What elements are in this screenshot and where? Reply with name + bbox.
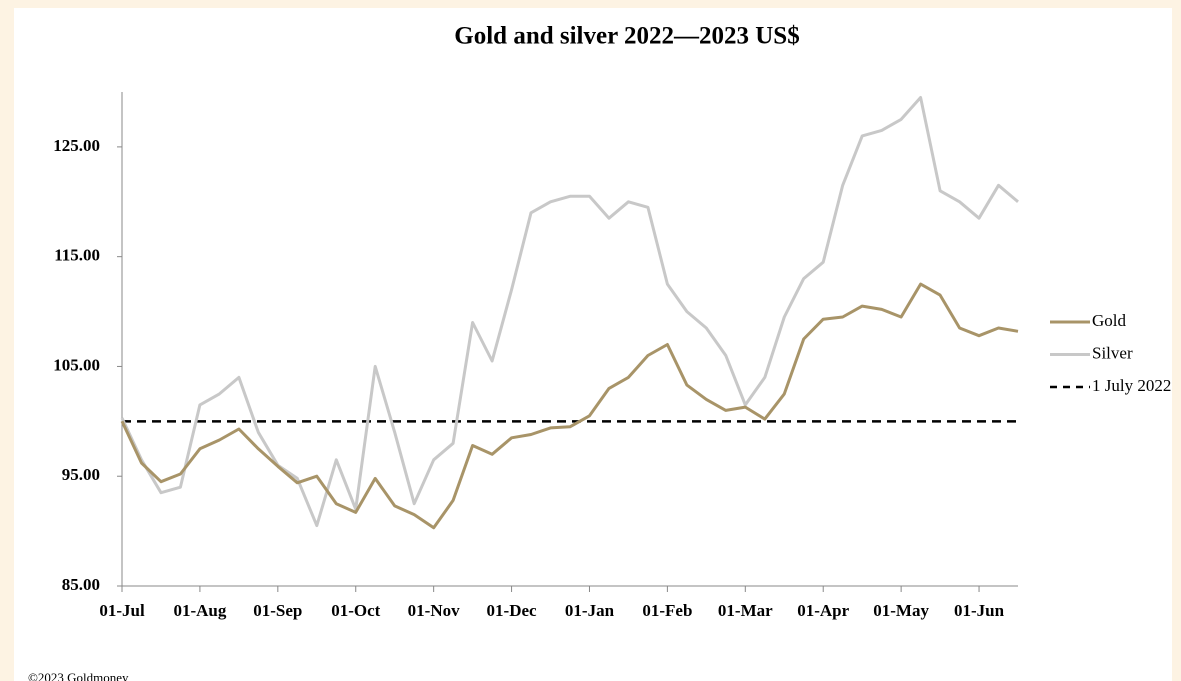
legend-label: Silver xyxy=(1092,343,1133,362)
legend-label: 1 July 2022 xyxy=(1092,376,1171,395)
x-tick-label: 01-Sep xyxy=(253,601,302,620)
chart-title: Gold and silver 2022—2023 US$ xyxy=(454,23,799,50)
x-tick-label: 01-Jun xyxy=(954,601,1005,620)
x-tick-label: 01-May xyxy=(873,601,929,620)
footer: ©2023 Goldmoney xyxy=(28,670,129,681)
series-line xyxy=(120,282,1019,530)
series-line xyxy=(120,96,1019,528)
x-tick-label: 01-Jul xyxy=(99,601,145,620)
y-tick-label: 105.00 xyxy=(53,355,100,374)
x-tick-label: 01-Nov xyxy=(408,601,460,620)
y-tick-label: 85.00 xyxy=(62,575,100,594)
panel xyxy=(14,8,1172,681)
x-tick-label: 01-Feb xyxy=(642,601,692,620)
y-tick-label: 115.00 xyxy=(54,246,100,265)
x-tick-label: 01-Aug xyxy=(173,601,226,620)
x-tick-label: 01-Mar xyxy=(718,601,773,620)
y-tick-label: 95.00 xyxy=(62,465,100,484)
x-tick-label: 01-Dec xyxy=(487,601,537,620)
legend-label: Gold xyxy=(1092,311,1127,330)
x-tick-label: 01-Oct xyxy=(331,601,380,620)
x-tick-label: 01-Apr xyxy=(797,601,849,620)
x-tick-label: 01-Jan xyxy=(565,601,615,620)
y-tick-label: 125.00 xyxy=(53,136,100,155)
